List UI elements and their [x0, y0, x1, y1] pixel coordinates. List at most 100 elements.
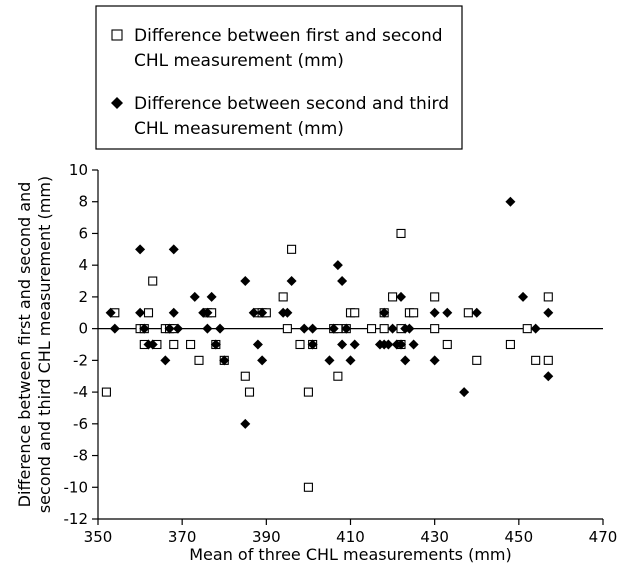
data-point-diamond: [337, 276, 348, 287]
data-point-diamond: [202, 307, 213, 318]
legend-marker-square: [111, 29, 123, 41]
y-tick-label: -4: [73, 383, 88, 401]
data-point-diamond: [240, 418, 251, 429]
data-point-diamond: [219, 355, 230, 366]
legend-marker-diamond: [111, 97, 123, 109]
data-point-diamond: [396, 291, 406, 302]
y-tick-label: 0: [78, 320, 88, 338]
data-point-diamond: [404, 323, 415, 334]
axis-labels: Mean of three CHL measurements (mm) Diffe…: [15, 176, 512, 564]
data-point-diamond: [257, 355, 268, 366]
data-point-square: [522, 324, 532, 334]
data-point-square: [430, 292, 440, 302]
data-point-diamond: [383, 339, 394, 350]
data-point-diamond: [160, 355, 171, 366]
data-point-diamond: [172, 323, 183, 334]
data-point-diamond: [518, 291, 529, 302]
data-point-diamond: [379, 307, 390, 318]
y-tick-label: 4: [78, 256, 88, 274]
y-axis-label-line-1: Difference between first and second and: [15, 182, 34, 508]
data-point-diamond: [459, 387, 470, 398]
data-point-diamond: [299, 323, 310, 334]
data-point-diamond: [147, 339, 158, 350]
y-axis-label-line-2: second and third CHL measurement (mm): [35, 176, 54, 513]
data-point-square: [350, 308, 360, 318]
data-point-square: [169, 339, 179, 350]
data-point-square: [442, 339, 452, 350]
data-point-square: [303, 387, 313, 397]
data-point-square: [543, 292, 553, 302]
x-axis-label: Mean of three CHL measurements (mm): [189, 545, 512, 564]
data-point-square: [366, 324, 377, 334]
data-point-diamond: [286, 276, 297, 287]
data-point-square: [472, 355, 482, 365]
data-point-square: [101, 387, 111, 397]
y-tick-label: 8: [78, 193, 88, 211]
data-point-diamond: [135, 244, 146, 255]
data-point-square: [409, 308, 419, 318]
data-point-diamond: [341, 323, 352, 334]
data-point-diamond: [282, 307, 293, 318]
data-point-square: [186, 339, 196, 350]
data-point-diamond: [248, 307, 259, 318]
data-point-square: [430, 324, 440, 334]
data-point-diamond: [202, 323, 213, 334]
data-point-diamond: [168, 307, 179, 318]
x-tick-label: 470: [589, 528, 618, 546]
data-point-diamond: [530, 323, 541, 334]
legend-box: [95, 5, 463, 150]
x-tick-label: 370: [168, 528, 197, 546]
x-tick-label: 410: [336, 528, 365, 546]
data-point-square: [333, 371, 343, 381]
y-tick-label: 2: [78, 288, 88, 306]
y-tick-label: -2: [73, 351, 88, 369]
data-point-diamond: [109, 323, 120, 334]
data-point-square: [295, 339, 305, 350]
data-point-square: [244, 387, 255, 397]
legend-entry-text: Difference between first and second: [134, 26, 443, 46]
data-point-diamond: [429, 355, 440, 366]
data-point-diamond: [168, 244, 179, 255]
data-point-diamond: [324, 355, 335, 366]
data-point-diamond: [135, 307, 146, 318]
legend-entry-text: CHL measurement (mm): [134, 51, 344, 71]
data-point-diamond: [210, 339, 221, 350]
x-tick-label: 430: [420, 528, 449, 546]
data-point-diamond: [332, 260, 343, 271]
data-point-diamond: [505, 196, 516, 207]
data-point-diamond: [349, 339, 360, 350]
y-tick-label: 6: [78, 224, 88, 242]
data-point-diamond: [206, 291, 217, 302]
data-point-square: [148, 276, 158, 286]
data-point-diamond: [105, 307, 116, 318]
data-point-diamond: [400, 355, 411, 366]
y-tick-label: -10: [64, 478, 89, 496]
data-point-diamond: [471, 307, 482, 318]
data-point-diamond: [345, 355, 356, 366]
data-point-diamond: [240, 276, 251, 287]
data-point-diamond: [189, 291, 200, 302]
data-point-square: [531, 355, 541, 365]
data-point-square: [463, 308, 473, 318]
legend-entry-text: CHL measurement (mm): [134, 119, 344, 139]
x-tick-label: 390: [252, 528, 281, 546]
y-tick-label: -8: [73, 447, 88, 465]
data-point-diamond: [387, 323, 398, 334]
data-point-diamond: [543, 371, 554, 382]
x-tick-label: 450: [505, 528, 534, 546]
data-point-diamond: [396, 339, 406, 350]
data-points: [101, 196, 554, 492]
data-point-diamond: [408, 339, 419, 350]
data-point-diamond: [328, 323, 339, 334]
data-point-square: [282, 324, 292, 334]
x-tick-label: 350: [84, 528, 113, 546]
axes: -12 -10 -8 -6 -4 -2 0 2 4 6 8 10 350 370 390 410 430 450 4…: [64, 161, 618, 546]
data-point-square: [194, 355, 204, 365]
data-point-diamond: [442, 307, 453, 318]
data-point-diamond: [215, 323, 226, 334]
data-point-diamond: [543, 307, 554, 318]
data-point-diamond: [139, 323, 150, 334]
data-point-square: [379, 324, 389, 334]
data-point-diamond: [429, 307, 440, 318]
data-point-square: [543, 355, 553, 365]
